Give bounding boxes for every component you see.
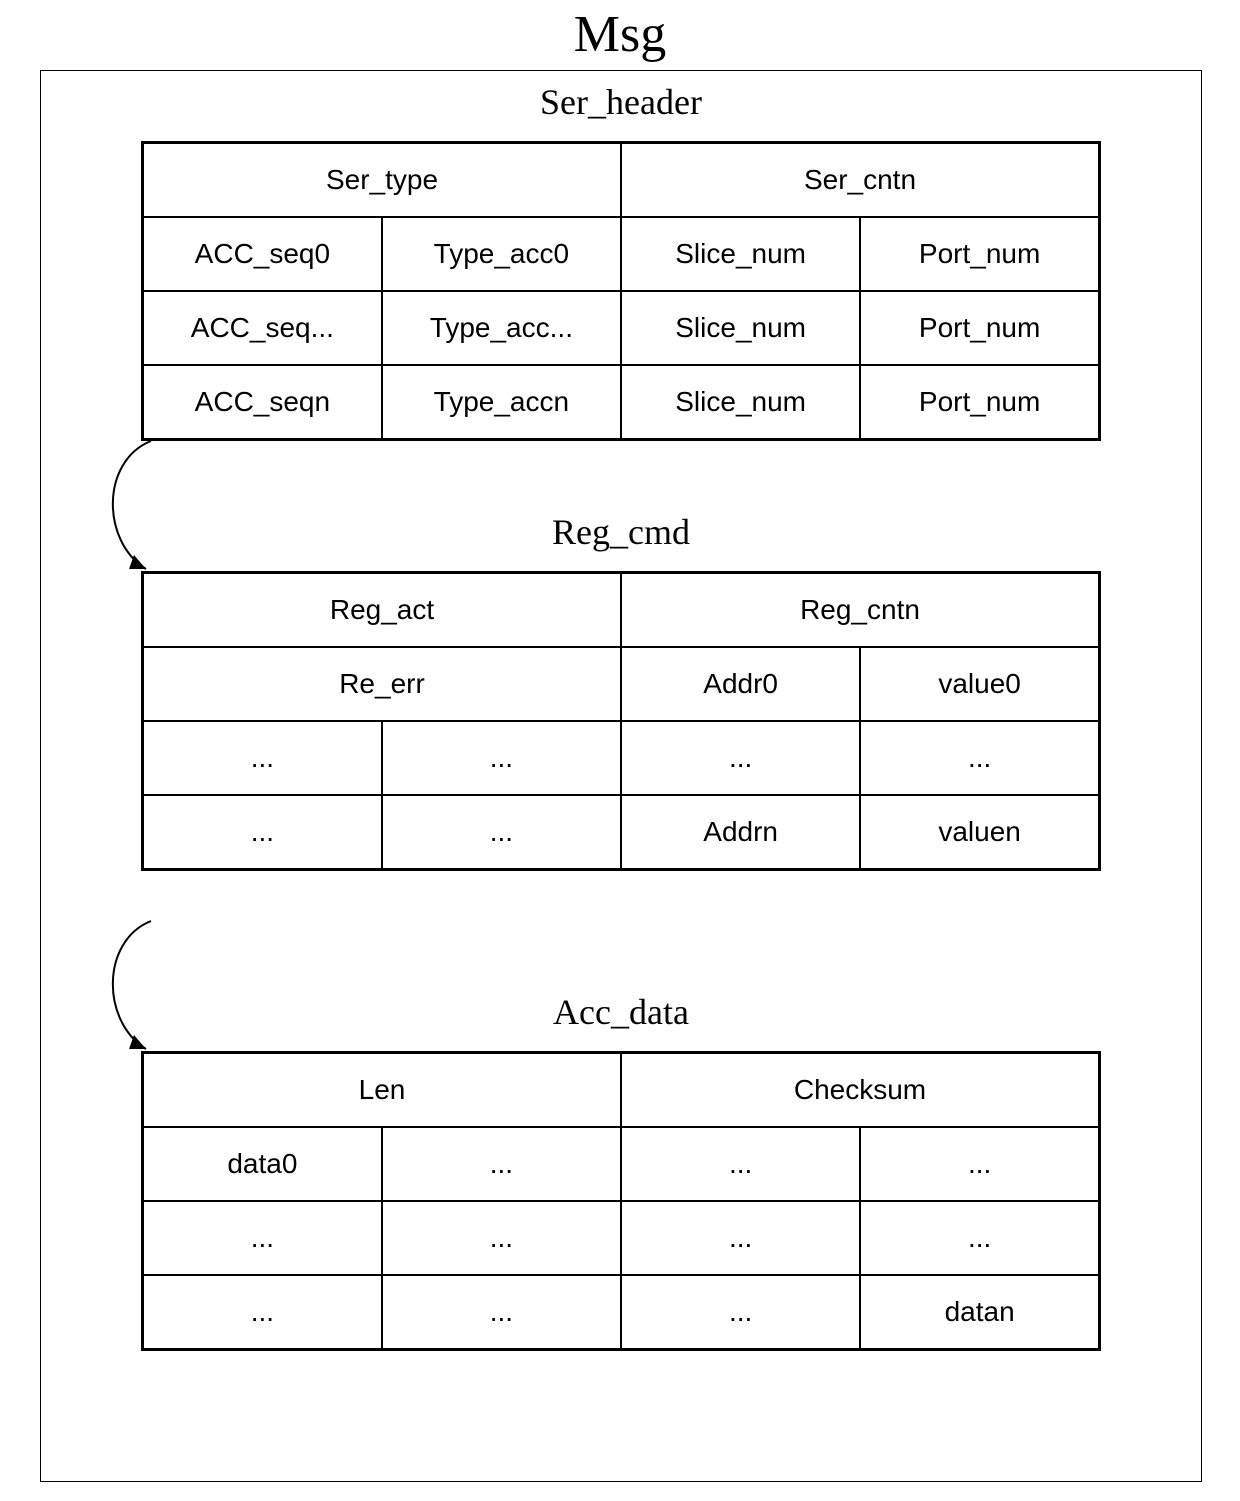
canvas: Msg Ser_header Ser_typeSer_cntnACC_seq0T…	[0, 0, 1240, 1501]
table-row: ACC_seqnType_accnSlice_numPort_num	[143, 365, 1100, 440]
ser-header-block: Ser_header Ser_typeSer_cntnACC_seq0Type_…	[41, 71, 1201, 441]
table-cell: Slice_num	[621, 365, 860, 440]
table-cell: Addrn	[621, 795, 860, 870]
table-row: .........datan	[143, 1275, 1100, 1350]
table-cell: Checksum	[621, 1053, 1100, 1128]
table-cell: ...	[621, 1201, 860, 1275]
table-cell: Port_num	[860, 217, 1099, 291]
table-cell: ...	[143, 795, 382, 870]
table-cell: ...	[621, 721, 860, 795]
table-cell: ACC_seqn	[143, 365, 382, 440]
acc-data-title: Acc_data	[41, 991, 1201, 1033]
table-cell: ...	[860, 1127, 1099, 1201]
table-cell: Reg_act	[143, 573, 622, 648]
table-cell: ...	[382, 721, 621, 795]
table-row: ACC_seq0Type_acc0Slice_numPort_num	[143, 217, 1100, 291]
table-cell: Ser_cntn	[621, 143, 1100, 218]
table-cell: ...	[143, 1201, 382, 1275]
table-cell: Re_err	[143, 647, 622, 721]
table-cell: ...	[382, 795, 621, 870]
acc-data-table: LenChecksumdata0........................…	[141, 1051, 1101, 1351]
main-title: Msg	[0, 5, 1240, 64]
table-cell: datan	[860, 1275, 1099, 1350]
reg-cmd-table: Reg_actReg_cntnRe_errAddr0value0........…	[141, 571, 1101, 871]
table-cell: ...	[143, 721, 382, 795]
table-cell: valuen	[860, 795, 1099, 870]
table-cell: ...	[621, 1275, 860, 1350]
table-cell: ACC_seq...	[143, 291, 382, 365]
table-cell: ...	[382, 1127, 621, 1201]
table-cell: ...	[621, 1127, 860, 1201]
acc-data-block: Acc_data LenChecksumdata0...............…	[41, 981, 1201, 1351]
table-row: data0.........	[143, 1127, 1100, 1201]
table-cell: Type_acc0	[382, 217, 621, 291]
table-cell: Len	[143, 1053, 622, 1128]
table-row: ACC_seq...Type_acc...Slice_numPort_num	[143, 291, 1100, 365]
table-row: Reg_actReg_cntn	[143, 573, 1100, 648]
table-cell: Addr0	[621, 647, 860, 721]
ser-header-table: Ser_typeSer_cntnACC_seq0Type_acc0Slice_n…	[141, 141, 1101, 441]
table-cell: value0	[860, 647, 1099, 721]
msg-outer-box: Ser_header Ser_typeSer_cntnACC_seq0Type_…	[40, 70, 1202, 1482]
table-cell: Type_accn	[382, 365, 621, 440]
table-cell: Port_num	[860, 291, 1099, 365]
table-cell: ...	[382, 1275, 621, 1350]
table-row: Re_errAddr0value0	[143, 647, 1100, 721]
table-row: Ser_typeSer_cntn	[143, 143, 1100, 218]
table-cell: ...	[860, 721, 1099, 795]
table-cell: ...	[860, 1201, 1099, 1275]
table-cell: Port_num	[860, 365, 1099, 440]
table-cell: Slice_num	[621, 217, 860, 291]
reg-cmd-title: Reg_cmd	[41, 511, 1201, 553]
table-cell: ...	[143, 1275, 382, 1350]
reg-cmd-block: Reg_cmd Reg_actReg_cntnRe_errAddr0value0…	[41, 501, 1201, 871]
table-cell: ...	[382, 1201, 621, 1275]
table-cell: ACC_seq0	[143, 217, 382, 291]
table-row: ......Addrnvaluen	[143, 795, 1100, 870]
table-cell: Reg_cntn	[621, 573, 1100, 648]
table-cell: Slice_num	[621, 291, 860, 365]
table-cell: data0	[143, 1127, 382, 1201]
table-row: LenChecksum	[143, 1053, 1100, 1128]
table-cell: Ser_type	[143, 143, 622, 218]
table-row: ............	[143, 721, 1100, 795]
table-cell: Type_acc...	[382, 291, 621, 365]
ser-header-title: Ser_header	[41, 81, 1201, 123]
table-row: ............	[143, 1201, 1100, 1275]
